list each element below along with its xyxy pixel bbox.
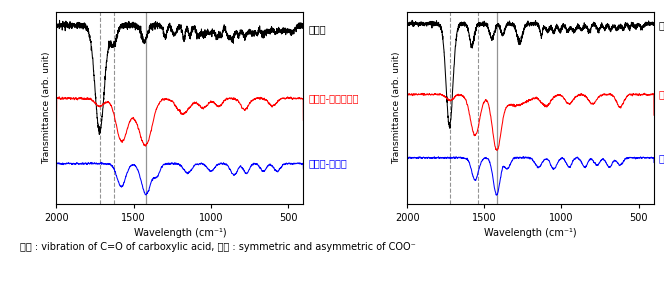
Text: 젤산: 젤산: [659, 20, 664, 30]
Text: 젤산-재건법: 젤산-재건법: [659, 153, 664, 163]
X-axis label: Wavelength (cm⁻¹): Wavelength (cm⁻¹): [133, 228, 226, 238]
Text: 젤산-이온교환법: 젤산-이온교환법: [659, 90, 664, 100]
Y-axis label: Transmittance (arb. unit): Transmittance (arb. unit): [42, 52, 51, 164]
Text: 구연산: 구연산: [308, 24, 326, 34]
Text: 파선 : vibration of C=O of carboxylic acid, 점선 : symmetric and asymmetric of COO⁻: 파선 : vibration of C=O of carboxylic acid…: [20, 242, 416, 251]
X-axis label: Wavelength (cm⁻¹): Wavelength (cm⁻¹): [484, 228, 577, 238]
Y-axis label: Transmittance (arb. unit): Transmittance (arb. unit): [392, 52, 402, 164]
Text: 구연산-재건법: 구연산-재건법: [308, 159, 347, 168]
Text: 구연산-이온교환법: 구연산-이온교환법: [308, 93, 359, 103]
